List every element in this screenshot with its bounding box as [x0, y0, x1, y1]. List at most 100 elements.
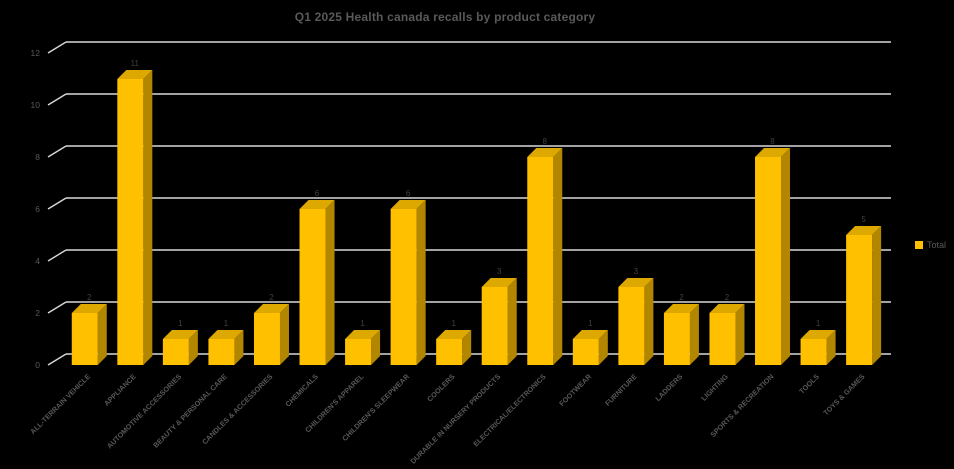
bar	[709, 313, 736, 365]
bar	[481, 287, 508, 365]
bar-value-label: 6	[315, 189, 320, 198]
bar-side-face	[143, 70, 153, 365]
y-axis-tick-label: 12	[31, 48, 41, 58]
bar-top-face	[572, 330, 608, 339]
bar-value-label: 11	[131, 59, 140, 68]
gridline-depth-segment	[47, 353, 67, 366]
x-axis-category-label: CHEMICALS	[283, 372, 320, 409]
bar-top-face	[299, 200, 335, 209]
bar-side-face	[872, 226, 882, 365]
bar-top-face	[71, 304, 107, 313]
chart-title: Q1 2025 Health canada recalls by product…	[294, 10, 596, 24]
y-axis-tick-label: 10	[31, 100, 41, 110]
bar-top-face	[755, 148, 791, 157]
bar-value-label: 2	[269, 293, 274, 302]
bar	[253, 313, 280, 365]
bar-value-label: 1	[224, 319, 229, 328]
bar	[800, 339, 827, 365]
bar-top-face	[436, 330, 472, 339]
bar-value-label: 6	[406, 189, 411, 198]
bar-side-face	[325, 200, 335, 365]
bar-top-face	[709, 304, 745, 313]
bar	[572, 339, 599, 365]
bar-side-face	[689, 304, 699, 365]
x-axis-category-label: LIGHTING	[699, 372, 730, 403]
x-axis-category-label: BEAUTY & PERSONAL CARE	[151, 372, 229, 450]
bar-side-face	[462, 330, 472, 365]
bar-value-label: 8	[770, 137, 775, 146]
bar-side-face	[553, 148, 563, 365]
bar-top-face	[846, 226, 882, 235]
bar-value-label: 1	[178, 319, 183, 328]
bar	[71, 313, 98, 365]
bar-side-face	[416, 200, 426, 365]
bar-top-face	[618, 278, 654, 287]
bar-value-label: 3	[634, 267, 639, 276]
bar-value-label: 1	[360, 319, 365, 328]
bar	[390, 209, 417, 365]
bar	[846, 235, 873, 365]
bar	[436, 339, 463, 365]
bar-value-label: 2	[725, 293, 730, 302]
y-axis-tick-label: 0	[35, 360, 40, 370]
bar-value-label: 1	[816, 319, 821, 328]
bar-value-label: 2	[87, 293, 92, 302]
bar-side-face	[371, 330, 381, 365]
bar-top-face	[481, 278, 517, 287]
bar-top-face	[345, 330, 381, 339]
x-axis-category-label: ELECTRICAL/ELECTRONICS	[471, 372, 548, 449]
bar-top-face	[527, 148, 563, 157]
bar-side-face	[188, 330, 198, 365]
x-axis-category-label: TOOLS	[797, 372, 821, 396]
bar-value-label: 3	[497, 267, 502, 276]
bar-value-label: 5	[861, 215, 866, 224]
bar	[345, 339, 372, 365]
bar-side-face	[507, 278, 517, 365]
x-axis-category-label: COOLERS	[425, 372, 457, 404]
y-axis-tick-label: 8	[35, 152, 40, 162]
bar	[618, 287, 645, 365]
y-axis-tick-label: 6	[35, 204, 40, 214]
y-axis-tick-label: 2	[35, 308, 40, 318]
bar	[208, 339, 235, 365]
bar	[162, 339, 189, 365]
bar	[117, 79, 144, 365]
legend-swatch-icon	[915, 241, 923, 249]
bar-side-face	[781, 148, 791, 365]
bar	[299, 209, 326, 365]
gridline-depth-segment	[47, 301, 67, 314]
y-axis-tick-label: 4	[35, 256, 40, 266]
bar-side-face	[97, 304, 107, 365]
bar-top-face	[162, 330, 198, 339]
x-axis-category-label: DURABLE IN NURSERY PRODUCTS	[409, 372, 503, 466]
gridline-depth-segment	[47, 249, 67, 262]
x-axis-category-label: AUTOMOTIVE ACCESSORIES	[105, 372, 184, 451]
bar-top-face	[253, 304, 289, 313]
legend-series-label: Total	[927, 240, 947, 250]
bar-side-face	[598, 330, 608, 365]
gridline-depth-segment	[47, 41, 67, 54]
bar-value-label: 1	[451, 319, 456, 328]
x-axis-category-label: FURNITURE	[603, 372, 639, 408]
x-axis-category-label: LADDERS	[653, 372, 684, 403]
gridline-depth-segment	[47, 145, 67, 158]
bar-side-face	[279, 304, 289, 365]
bar-top-face	[208, 330, 244, 339]
bar	[755, 157, 782, 365]
bar-top-face	[800, 330, 836, 339]
bar-top-face	[390, 200, 426, 209]
bar-side-face	[644, 278, 654, 365]
bar	[663, 313, 690, 365]
bar-side-face	[234, 330, 244, 365]
gridline-depth-segment	[47, 197, 67, 210]
x-axis-category-label: FOOTWEAR	[557, 371, 594, 408]
x-axis-category-label: APPLIANCE	[102, 372, 138, 408]
x-axis-category-label: ALL-TERRAIN VEHICLE	[28, 372, 92, 436]
bar-side-face	[826, 330, 836, 365]
bar-value-label: 8	[543, 137, 548, 146]
bar	[527, 157, 554, 365]
bar-value-label: 2	[679, 293, 684, 302]
bar-side-face	[735, 304, 745, 365]
legend: Total	[915, 240, 946, 250]
